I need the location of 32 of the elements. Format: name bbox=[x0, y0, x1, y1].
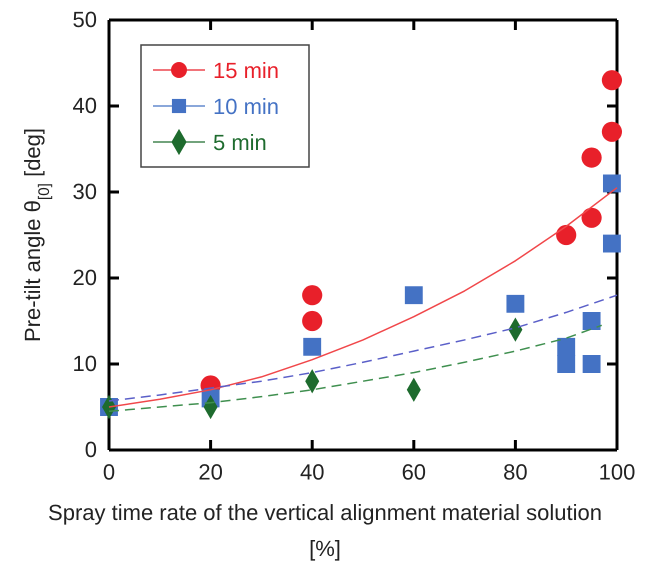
point bbox=[582, 148, 602, 168]
x-tick-label: 60 bbox=[402, 460, 426, 485]
x-axis-title: Spray time rate of the vertical alignment material solution [%] bbox=[48, 500, 602, 561]
point bbox=[582, 208, 602, 228]
point bbox=[602, 174, 621, 192]
point bbox=[602, 234, 621, 253]
point bbox=[404, 286, 423, 304]
point bbox=[303, 338, 322, 356]
point bbox=[582, 312, 601, 330]
point bbox=[602, 122, 622, 142]
x-tick-label: 0 bbox=[102, 460, 116, 485]
y-tick-label: 30 bbox=[72, 179, 97, 204]
point bbox=[582, 355, 601, 373]
x-tick-label: 20 bbox=[198, 460, 223, 485]
y-tick-label: 20 bbox=[72, 265, 97, 290]
legend-label: 5 min bbox=[213, 130, 267, 155]
y-tick-label: 50 bbox=[72, 7, 97, 32]
point bbox=[557, 355, 576, 373]
point bbox=[302, 310, 322, 332]
legend-label: 10 min bbox=[213, 94, 280, 119]
point bbox=[506, 294, 524, 313]
point bbox=[302, 285, 322, 306]
x-tick-label: 100 bbox=[598, 460, 636, 485]
point bbox=[557, 338, 576, 356]
x-tick-label: 40 bbox=[300, 460, 324, 485]
point bbox=[556, 224, 576, 246]
x-tick-label: 80 bbox=[503, 460, 528, 485]
y-tick-label: 40 bbox=[72, 93, 97, 118]
y-tick-label: 0 bbox=[84, 437, 97, 462]
y-tick-label: 10 bbox=[72, 351, 97, 376]
legend-label: 15 min bbox=[213, 58, 280, 83]
point bbox=[602, 70, 622, 90]
